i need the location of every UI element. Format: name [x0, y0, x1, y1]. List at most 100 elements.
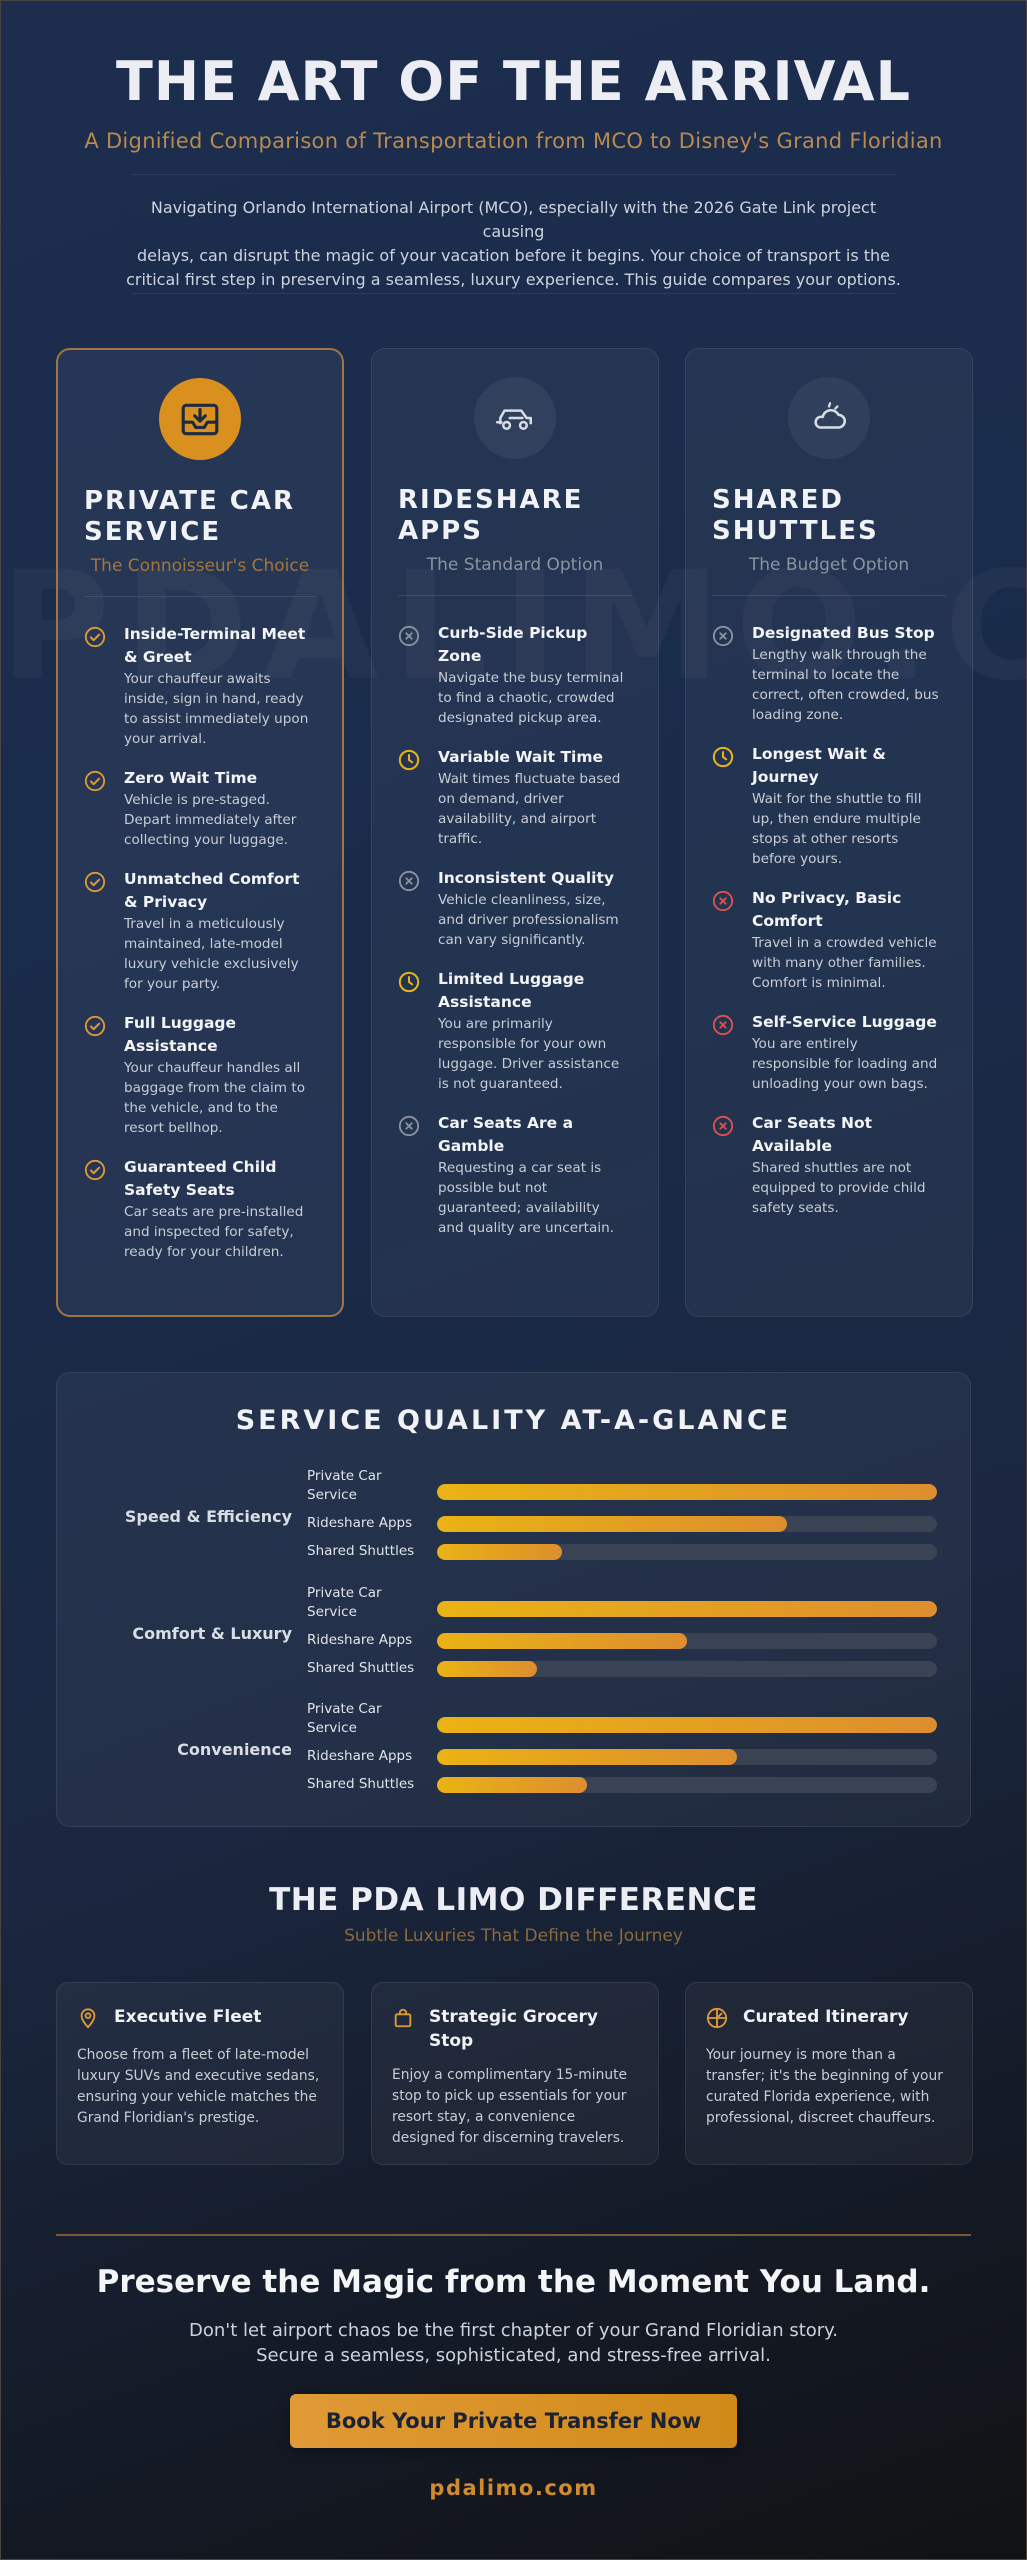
quality-bar-track [437, 1544, 937, 1560]
intro-line: delays, can disrupt the magic of your va… [136, 246, 891, 265]
feature-description: Travel in a meticulously maintained, late… [124, 914, 316, 994]
feature-title: Self-Service Luggage [752, 1011, 946, 1034]
feature-item: Inside-Terminal Meet & Greet Your chauffeu… [84, 623, 316, 749]
quality-row: Private Car Service [307, 1468, 937, 1503]
difference-desc-line: Grand Floridian's prestige. [77, 2110, 260, 2126]
quality-bar-fill [437, 1544, 562, 1560]
feature-description: Your chauffeur handles all baggage from t… [124, 1058, 316, 1138]
feature-desc-line: Your chauffeur awaits [124, 671, 271, 687]
feature-desc-line: and inspected for safety, [124, 1224, 294, 1240]
card-tagline: The Standard Option [426, 555, 604, 575]
quality-bar-fill [437, 1717, 937, 1733]
x-circle-icon [398, 867, 438, 950]
x-circle-icon [712, 887, 752, 993]
difference-desc-line: Enjoy a complimentary 15-minute [392, 2067, 627, 2083]
cta-text-line: Don't let airport chaos be the first cha… [189, 2320, 838, 2341]
quality-row: Private Car Service [307, 1701, 937, 1736]
feature-title-line: Zero Wait Time [124, 769, 258, 787]
quality-row-label-line: Rideshare Apps [307, 1632, 413, 1648]
quality-category: Convenience [177, 1740, 292, 1759]
feature-title-line: Safety Seats [124, 1181, 235, 1199]
difference-card-description: Enjoy a complimentary 15-minute stop to p… [392, 2065, 638, 2149]
quality-row-label-line: Private Car [307, 1701, 382, 1717]
feature-body: Zero Wait Time Vehicle is pre-staged. Depa… [124, 767, 316, 850]
quality-bar-fill [437, 1777, 587, 1793]
x-circle-icon [712, 1011, 752, 1094]
feature-item: Longest Wait & Journey Wait for the shuttl… [712, 743, 946, 869]
feature-title: Curb-Side Pickup Zone [438, 622, 632, 668]
intro-text: Navigating Orlando International Airport… [120, 196, 907, 292]
card-title-line: PRIVATE CAR [84, 486, 295, 516]
feature-title-line: Assistance [124, 1037, 218, 1055]
feature-body: Limited Luggage Assistance You are primari… [438, 968, 632, 1094]
feature-desc-line: on demand, driver [438, 791, 564, 807]
feature-title-line: Comfort [752, 912, 823, 930]
x-circle-icon [712, 1112, 752, 1218]
difference-card-description: Your journey is more than a transfer; it'… [706, 2045, 952, 2129]
feature-title-line: Limited Luggage [438, 970, 585, 988]
feature-desc-line: to find a chaotic, crowded [438, 690, 615, 706]
site-link[interactable]: pdalimo.com [429, 2476, 598, 2500]
feature-item: Self-Service Luggage You are entirely resp… [712, 1011, 946, 1094]
check-circle-icon [84, 767, 124, 850]
quality-category: Speed & Efficiency [124, 1507, 292, 1526]
feature-item: Variable Wait Time Wait times fluctuate b… [398, 746, 632, 849]
quality-bar-track [437, 1661, 937, 1677]
feature-description: You are primarily responsible for your ow… [438, 1014, 632, 1094]
feature-description: Car seats are pre-installed and inspected… [124, 1202, 316, 1262]
card-tagline: The Budget Option [748, 555, 910, 575]
book-transfer-button[interactable]: Book Your Private Transfer Now [290, 2394, 737, 2448]
feature-item: Car Seats Are a Gamble Requesting a car se… [398, 1112, 632, 1238]
feature-desc-line: You are entirely [752, 1036, 858, 1052]
feature-title-line: Full Luggage [124, 1014, 237, 1032]
quality-bar-track [437, 1516, 937, 1532]
feature-item: Zero Wait Time Vehicle is pre-staged. Depa… [84, 767, 316, 850]
difference-card: Curated Itinerary Your journey is more th… [685, 1982, 973, 2165]
feature-description: Navigate the busy terminal to find a chao… [438, 668, 632, 728]
feature-title-line: Inconsistent Quality [438, 869, 615, 887]
feature-desc-line: Vehicle cleanliness, size, [438, 892, 606, 908]
difference-card-header: Curated Itinerary [706, 2005, 952, 2033]
comparison-card: SHARED SHUTTLES The Budget Option Designate… [685, 348, 973, 1317]
cta-text: Don't let airport chaos be the first cha… [0, 2318, 1027, 2368]
quality-bar-fill [437, 1749, 737, 1765]
feature-body: Unmatched Comfort & Privacy Travel in a me… [124, 868, 316, 994]
feature-desc-line: your arrival. [124, 731, 207, 747]
feature-desc-line: Travel in a meticulously [124, 916, 285, 932]
feature-desc-line: guaranteed; availability [438, 1200, 600, 1216]
quality-row-label-line: Service [307, 1487, 357, 1503]
quality-row-label: Shared Shuttles [307, 1542, 427, 1561]
difference-card-header: Executive Fleet [77, 2005, 323, 2033]
card-title: RIDESHARE APPS [398, 485, 628, 547]
feature-item: No Privacy, Basic Comfort Travel in a crow… [712, 887, 946, 993]
feature-desc-line: availability, and airport [438, 811, 597, 827]
quality-title: SERVICE QUALITY AT-A-GLANCE [235, 1405, 792, 1436]
feature-desc-line: Vehicle is pre-staged. [124, 792, 270, 808]
feature-desc-line: Navigate the busy terminal [438, 670, 624, 686]
feature-description: Lengthy walk through the terminal to loca… [752, 645, 946, 725]
feature-desc-line: to assist immediately upon [124, 711, 309, 727]
feature-desc-line: traffic. [438, 831, 483, 847]
quality-category: Comfort & Luxury [132, 1624, 292, 1643]
feature-desc-line: before yours. [752, 851, 843, 867]
difference-title-line: Stop [429, 2031, 474, 2051]
feature-desc-line: Comfort is minimal. [752, 975, 886, 991]
difference-desc-line: luxury SUVs and executive sedans, [77, 2068, 320, 2084]
quality-row: Rideshare Apps [307, 1747, 937, 1775]
quality-row-label-line: Private Car [307, 1585, 382, 1601]
compass-icon [706, 2005, 743, 2033]
quality-row-label-line: Private Car [307, 1468, 382, 1484]
check-circle-icon [84, 623, 124, 749]
x-circle-icon [712, 622, 752, 725]
feature-desc-line: loading zone. [752, 707, 844, 723]
feature-title: Inside-Terminal Meet & Greet [124, 623, 316, 669]
feature-description: Shared shuttles are not equipped to provi… [752, 1158, 946, 1218]
feature-title-line: Guaranteed Child [124, 1158, 277, 1176]
shopping-bag-icon [392, 2005, 429, 2033]
map-pin-icon [77, 2005, 114, 2033]
feature-title-line: Curb-Side Pickup [438, 624, 588, 642]
feature-description: Requesting a car seat is possible but not… [438, 1158, 632, 1238]
divider [131, 174, 896, 175]
difference-card-title: Strategic Grocery Stop [429, 2005, 598, 2053]
cta-divider [56, 2234, 971, 2236]
